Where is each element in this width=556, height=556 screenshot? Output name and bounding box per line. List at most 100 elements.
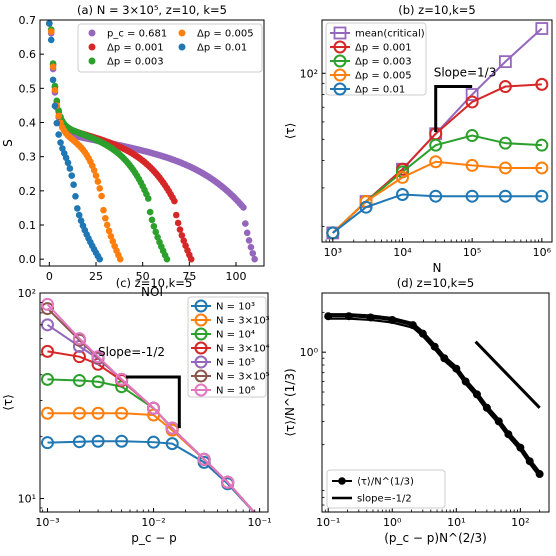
- data-point: [146, 208, 154, 216]
- data-point: [178, 232, 186, 239]
- legend-swatch: [333, 26, 347, 40]
- series-line: [332, 193, 542, 234]
- legend-label: mean(critical): [355, 29, 425, 40]
- legend: mean(critical) Δp = 0.001 Δp = 0.003 Δp = 0…: [325, 22, 427, 96]
- x-tick-label: 10⁶: [533, 246, 552, 259]
- panel-b: Slope=1/3 10³ 10⁴ 10⁵ 10⁶ 10² (b) z=10,k=5 N ⟨τ⟩…: [283, 3, 553, 275]
- data-point: [243, 229, 251, 237]
- panel-d: 10⁻¹ 10⁰ 10¹ 10² 10⁰ (d) z=10,k=5 (p_c − p)N^(…: [283, 276, 550, 545]
- legend-label: Δp = 0.001: [107, 43, 164, 54]
- data-point: [535, 77, 549, 91]
- data-point: [344, 312, 353, 321]
- slope-triangle: Slope=1/3: [434, 66, 496, 132]
- legend-entry: N = 10⁶: [191, 383, 255, 397]
- x-axis-label: NOI: [141, 285, 163, 299]
- data-point: [91, 375, 105, 389]
- legend: N = 10³ N = 3×10³ N = 10⁴ N = 3×10⁴ N = 10⁵ N…: [187, 296, 270, 398]
- data-point: [96, 185, 104, 192]
- data-point: [535, 138, 549, 152]
- slope-triangle: Slope=-1/2: [98, 345, 181, 429]
- legend-swatch: [333, 82, 347, 96]
- legend-swatch: [194, 369, 208, 383]
- y-tick-label: 0.4: [19, 117, 37, 130]
- x-tick-label: 10⁻³: [35, 516, 59, 529]
- data-point: [498, 161, 512, 175]
- data-point: [535, 189, 549, 203]
- legend-label: Δp = 0.005: [355, 71, 412, 82]
- data-point: [247, 243, 255, 251]
- legend-swatch: [333, 40, 347, 54]
- data-point: [98, 192, 105, 200]
- legend-entry: N = 10³: [191, 299, 255, 313]
- data-point: [429, 189, 443, 203]
- axes-frame: [39, 19, 265, 267]
- panel-a: 0 25 50 75 100 0.0 0.1 0.2 0.3 0.4 0.5 0.6 0.7 (a) N …: [1, 3, 265, 299]
- data-point: [40, 436, 54, 450]
- plot-area: [324, 312, 544, 479]
- legend-swatch: [338, 477, 346, 485]
- x-axis-label: (p_c − p)N^(2/3): [384, 531, 487, 545]
- data-point: [100, 206, 107, 214]
- data-point: [165, 437, 179, 451]
- slope-line: [474, 340, 541, 409]
- legend-label: p_c = 0.681: [107, 29, 167, 40]
- legend-entry: Δp = 0.005: [330, 68, 412, 82]
- legend-label: ⟨τ⟩/N^(1/3): [357, 477, 414, 488]
- x-tick-label: 0: [46, 270, 53, 283]
- data-point: [429, 155, 443, 169]
- data-point: [55, 112, 62, 120]
- data-point: [180, 237, 188, 245]
- data-point: [51, 102, 59, 110]
- panel-title: (c) z=10,k=5: [116, 276, 193, 290]
- data-point: [53, 119, 61, 127]
- data-point: [40, 406, 54, 420]
- data-point: [359, 200, 373, 214]
- x-tick-label: 10¹: [447, 516, 465, 529]
- y-tick-label: 10¹: [18, 493, 36, 506]
- series-line: [328, 315, 541, 475]
- legend-swatch: [333, 54, 347, 68]
- y-axis-label: ⟨τ⟩/N^(1/3): [283, 368, 297, 436]
- legend-entry: Δp = 0.001: [330, 40, 412, 54]
- slope-guide: [434, 85, 473, 132]
- legend: p_c = 0.681 Δp = 0.001 Δp = 0.003 Δp = 0.00…: [77, 23, 263, 73]
- data-point: [187, 255, 195, 263]
- legend-entry: N = 3×10³: [191, 313, 270, 327]
- slope-guide: [126, 375, 181, 429]
- legend-entry: slope=-1/2: [332, 494, 412, 505]
- legend-swatch: [178, 43, 186, 51]
- data-point: [395, 187, 409, 201]
- data-point: [240, 204, 247, 211]
- data-point: [115, 434, 129, 448]
- series-0: [324, 312, 544, 479]
- legend-swatch: [88, 57, 96, 65]
- legend-entry: Δp = 0.005: [178, 29, 254, 40]
- data-point: [148, 216, 156, 224]
- slope-annotation: Slope=-1/2: [98, 345, 165, 359]
- y-tick-label: 10²: [18, 287, 36, 300]
- y-tick-label: 0.5: [19, 82, 37, 95]
- legend-label: N = 3×10⁵: [216, 372, 270, 383]
- data-point: [72, 193, 79, 200]
- legend-entry: Δp = 0.003: [330, 54, 412, 68]
- legend-swatch: [194, 299, 208, 313]
- data-point: [197, 452, 211, 466]
- data-point: [116, 255, 124, 263]
- data-point: [418, 329, 427, 338]
- legend-swatch: [333, 68, 347, 82]
- data-point: [176, 226, 184, 233]
- x-axis-label: N: [433, 261, 442, 275]
- plot-area: [326, 22, 549, 240]
- x-tick-label: 75: [182, 270, 196, 283]
- data-point: [221, 475, 235, 489]
- x-axis-label: p_c − p: [131, 531, 177, 545]
- data-point: [440, 354, 449, 363]
- legend-swatch: [194, 355, 208, 369]
- y-axis-label: ⟨τ⟩: [1, 394, 15, 411]
- data-point: [91, 406, 105, 420]
- data-point: [49, 76, 57, 84]
- data-point: [516, 443, 525, 452]
- data-point: [40, 372, 54, 386]
- legend-label: Δp = 0.003: [355, 57, 412, 68]
